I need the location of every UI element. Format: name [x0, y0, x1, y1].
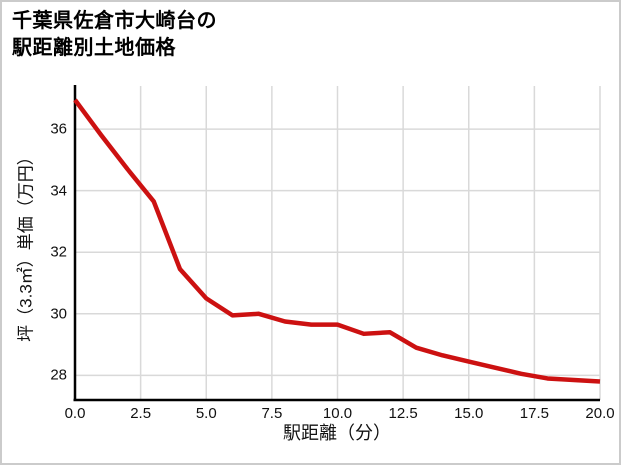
- page-title-line1: 千葉県佐倉市大崎台の: [12, 10, 217, 32]
- x-tick-label: 7.5: [261, 405, 283, 422]
- page-title-line2: 駅距離別土地価格: [12, 37, 176, 59]
- y-tick-label: 28: [50, 366, 67, 384]
- x-tick-label: 10.0: [322, 405, 353, 422]
- y-tick-label: 36: [50, 120, 67, 138]
- x-tick-label: 0.0: [64, 405, 86, 422]
- y-tick-label: 30: [50, 305, 67, 323]
- x-tick-label: 17.5: [519, 405, 549, 422]
- y-tick-label: 34: [50, 182, 67, 200]
- x-tick-label: 12.5: [388, 405, 418, 422]
- x-tick-label: 15.0: [454, 405, 484, 422]
- x-tick-label: 5.0: [195, 405, 217, 422]
- y-tick-label: 32: [50, 243, 67, 261]
- page-title: 千葉県佐倉市大崎台の 駅距離別土地価格: [12, 8, 217, 62]
- x-tick-label: 2.5: [130, 405, 152, 422]
- x-axis-label: 駅距離（分）: [283, 423, 391, 443]
- x-tick-label: 20.0: [585, 405, 615, 422]
- price-line-series: [73, 98, 601, 384]
